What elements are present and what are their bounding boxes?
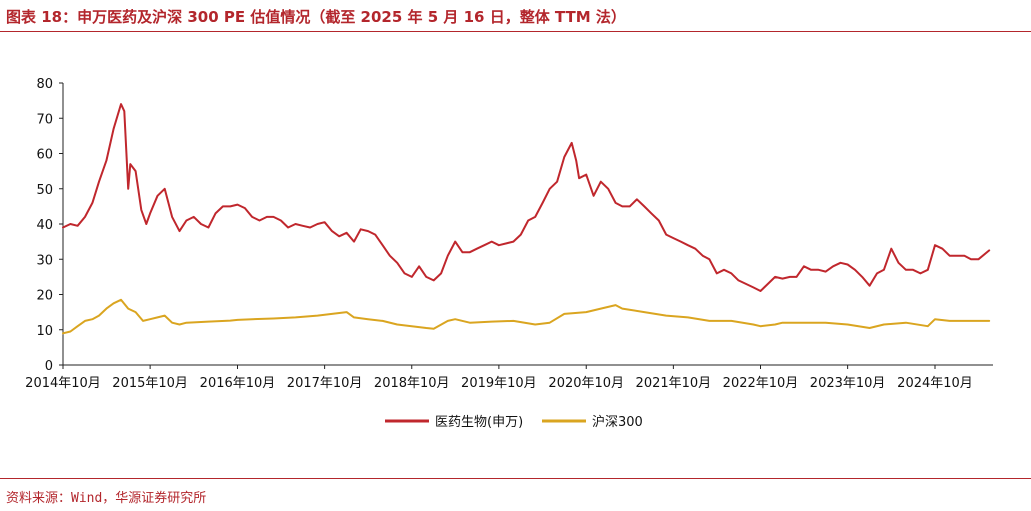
y-tick-label: 30 <box>36 253 53 268</box>
x-tick-label: 2022年10月 <box>723 376 799 391</box>
x-tick-label: 2016年10月 <box>200 376 276 391</box>
x-tick-label: 2015年10月 <box>112 376 188 391</box>
x-tick-label: 2019年10月 <box>461 376 537 391</box>
y-tick-label: 60 <box>36 148 53 163</box>
legend-label-0: 医药生物(申万) <box>435 415 523 430</box>
series-line-0 <box>62 103 991 292</box>
x-tick-label: 2020年10月 <box>548 376 624 391</box>
legend-label-1: 沪深300 <box>592 414 643 430</box>
y-tick-label: 70 <box>36 112 53 127</box>
title-rule <box>0 31 1031 32</box>
x-tick-label: 2014年10月 <box>25 376 101 391</box>
chart-axes: 0 10 20 30 40 50 60 70 80 2014年10月 2015年10月 2016年10… <box>25 77 993 391</box>
y-tick-label: 40 <box>36 218 53 233</box>
x-tick-label: 2023年10月 <box>810 376 886 391</box>
chart-title: 图表 18：申万医药及沪深 300 PE 估值情况（截至 2025 年 5 月 … <box>6 8 626 26</box>
x-tick-label: 2021年10月 <box>636 376 712 391</box>
x-tick-label: 2017年10月 <box>287 376 363 391</box>
chart-legend: 医药生物(申万) 沪深300 <box>385 414 643 430</box>
y-tick-label: 50 <box>36 183 53 198</box>
series-line-1 <box>62 298 991 335</box>
y-tick-label: 10 <box>36 324 53 339</box>
x-tick-label: 2024年10月 <box>897 376 973 391</box>
y-tick-label: 20 <box>36 289 53 304</box>
x-tick-label: 2018年10月 <box>374 376 450 391</box>
footer-rule <box>0 478 1031 479</box>
y-tick-label: 80 <box>36 77 53 92</box>
series-layer <box>62 103 991 335</box>
source-note: 资料来源：Wind，华源证券研究所 <box>6 491 207 506</box>
y-tick-label: 0 <box>45 359 53 374</box>
